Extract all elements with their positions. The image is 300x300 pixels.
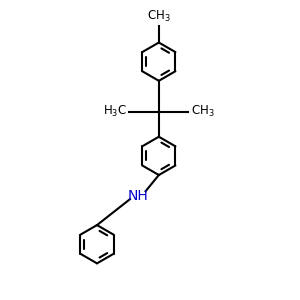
Text: NH: NH (128, 189, 148, 202)
Text: CH$_3$: CH$_3$ (190, 104, 214, 119)
Text: H$_3$C: H$_3$C (103, 104, 127, 119)
Text: CH$_3$: CH$_3$ (147, 9, 171, 24)
